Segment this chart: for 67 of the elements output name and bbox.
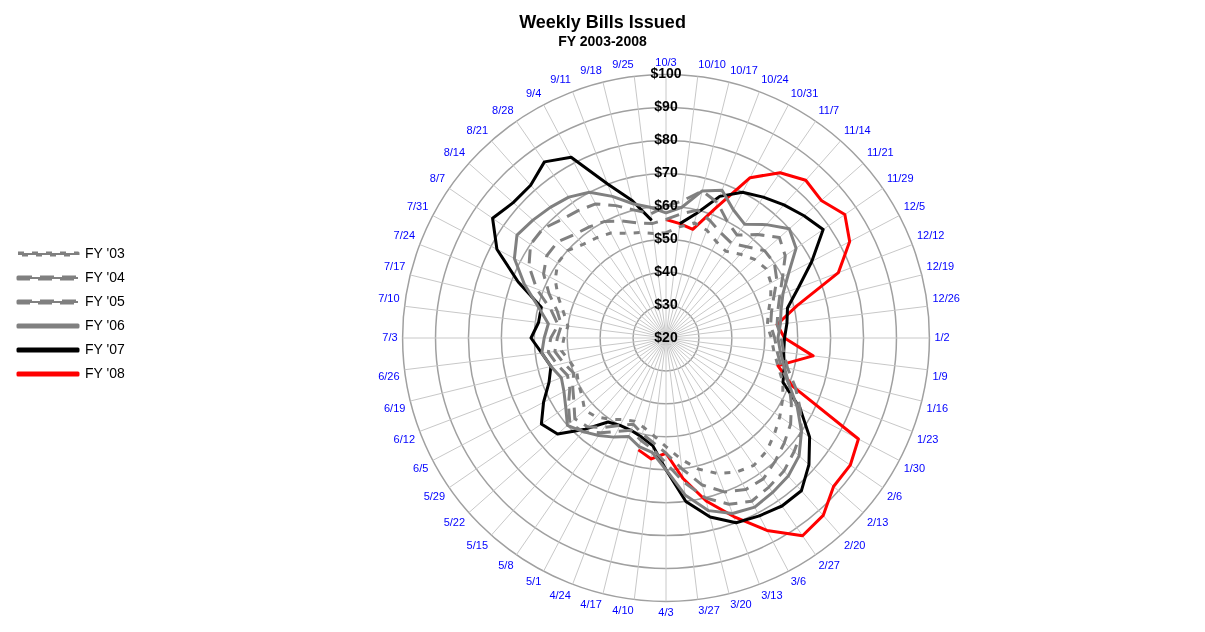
- spoke-label: 10/24: [761, 73, 789, 86]
- spoke-label: 1/23: [916, 432, 939, 445]
- spoke-label: 11/7: [818, 103, 840, 116]
- y-tick-label: $70: [654, 164, 678, 181]
- spoke-label: 12/12: [916, 229, 945, 242]
- spoke-label: 8/21: [466, 123, 489, 136]
- spoke-label: 1/2: [934, 331, 950, 344]
- spoke-label: 1/30: [903, 462, 926, 475]
- legend-label: FY '08: [85, 364, 125, 381]
- spoke-label: 6/26: [378, 369, 400, 382]
- legend-label: FY '05: [85, 292, 125, 309]
- spoke-label: 4/10: [612, 604, 634, 617]
- spoke-label: 1/9: [932, 369, 948, 382]
- y-tick-label: $90: [654, 98, 678, 115]
- spoke-label: 6/12: [393, 432, 416, 445]
- y-tick-label: $30: [654, 295, 678, 312]
- spoke-label: 10/10: [698, 57, 726, 70]
- spoke-label: 8/7: [429, 171, 446, 184]
- chart-title: Weekly Bills Issued: [519, 11, 686, 32]
- spoke-label: 5/15: [466, 538, 489, 551]
- spoke-label: 1/16: [926, 401, 949, 414]
- spoke-label: 7/10: [378, 292, 400, 305]
- y-tick-label: $50: [654, 230, 678, 247]
- spoke-label: 5/22: [443, 515, 466, 528]
- spoke-label: 3/20: [730, 598, 752, 611]
- spoke-label: 11/21: [866, 146, 894, 159]
- spoke-label: 11/29: [886, 171, 914, 184]
- spoke-label: 9/25: [612, 57, 634, 70]
- legend-label: FY '03: [85, 244, 125, 261]
- y-tick-label: $80: [654, 131, 678, 148]
- spoke-label: 2/6: [886, 490, 903, 503]
- spoke-label: 9/18: [580, 63, 602, 76]
- spoke-label: 9/4: [525, 86, 542, 99]
- legend-label: FY '06: [85, 316, 125, 333]
- spoke-label: 4/24: [549, 588, 571, 601]
- y-tick-label: $40: [654, 263, 678, 280]
- spoke-label: 6/19: [383, 401, 406, 414]
- spoke-label: 3/27: [698, 604, 720, 617]
- spoke-label: 7/17: [383, 260, 406, 273]
- spoke-label: 5/29: [423, 490, 446, 503]
- chart-subtitle: FY 2003-2008: [558, 32, 647, 49]
- spoke-label: 7/24: [393, 229, 416, 242]
- y-tick-label: $20: [654, 328, 678, 345]
- spoke-label: 12/26: [932, 292, 960, 305]
- spoke-label: 4/17: [580, 598, 602, 611]
- spoke-label: 5/1: [525, 575, 542, 588]
- spoke-label: 9/11: [550, 73, 571, 86]
- spoke-label: 7/31: [406, 199, 429, 212]
- spoke-label: 4/3: [658, 606, 674, 619]
- spoke-label: 3/13: [761, 588, 783, 601]
- legend-label: FY '04: [85, 268, 125, 285]
- spoke-label: 12/19: [926, 260, 955, 273]
- spoke-label: 3/6: [790, 575, 807, 588]
- spoke-label: 10/17: [730, 63, 758, 76]
- spoke-label: 7/3: [382, 331, 398, 344]
- spoke-label: 8/28: [492, 103, 514, 116]
- spoke-label: 6/5: [413, 462, 429, 475]
- spoke-label: 8/14: [443, 146, 466, 159]
- spoke-label: 2/27: [818, 558, 840, 571]
- legend-label: FY '07: [85, 340, 125, 357]
- spoke-label: 10/31: [790, 86, 819, 99]
- spoke-label: 2/20: [843, 538, 866, 551]
- spoke-label: 11/14: [843, 123, 871, 136]
- spoke-label: 2/13: [866, 515, 889, 528]
- y-tick-label: $60: [654, 197, 678, 214]
- spoke-label: 12/5: [903, 199, 926, 212]
- spoke-label: 5/8: [498, 558, 514, 571]
